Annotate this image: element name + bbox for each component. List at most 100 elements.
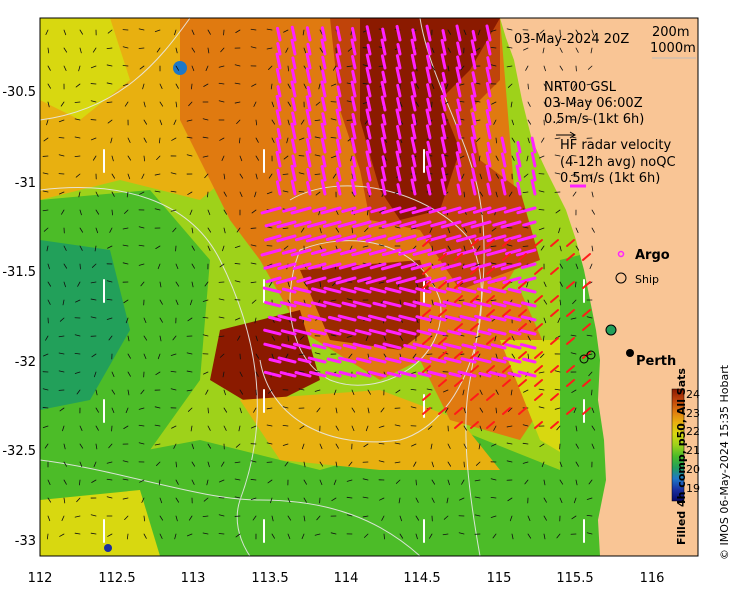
model-vector [76,389,81,395]
colorbar-tick: 19 [686,482,700,495]
hf-radar-vector [456,141,462,154]
model-vector [47,263,50,270]
hf-radar-vector [368,220,387,228]
hf-radar-vector [294,370,312,378]
model-vector [268,173,273,179]
model-vector [447,29,451,35]
model-vector [383,533,385,540]
model-vector [495,191,498,198]
model-vector [431,245,434,252]
model-vector [47,47,50,54]
hf-radar-vector [291,111,297,126]
model-vector [250,28,257,31]
hf-radar-vector [417,371,432,378]
y-tick-label: -31 [15,176,36,191]
model-vector [523,47,529,51]
hf-radar-vector [448,371,462,378]
model-vector [527,353,530,360]
model-vector [410,371,417,374]
hf-radar-vector [503,300,522,308]
gsl-vector [566,365,575,373]
model-vector [266,407,273,410]
hf-radar-vector [307,314,327,322]
hf-radar-vector [320,26,327,42]
model-vector [490,515,497,518]
model-vector [159,335,162,342]
model-vector [252,515,257,521]
gsl-vector [534,379,543,387]
hf-radar-vector [355,357,372,364]
model-vector [540,353,545,358]
hf-radar-vector [486,141,492,154]
gsl-vector [422,337,431,345]
model-vector [575,443,579,449]
hf-radar-vector [517,370,537,378]
model-vector [335,407,338,414]
hf-radar-vector [320,137,327,154]
model-vector [493,119,497,125]
model-vector [95,389,98,396]
hf-radar-vector [339,248,357,256]
model-vector [493,425,497,431]
model-vector [123,425,129,430]
model-vector [239,371,243,377]
model-vector [301,533,305,540]
model-vector [58,154,65,157]
hf-radar-vector [486,234,507,243]
model-vector [124,209,129,214]
model-vector [474,119,481,122]
gsl-vector [454,323,463,331]
hf-radar-vector [262,286,282,294]
model-vector [111,407,115,414]
hf-radar-vector [486,99,492,112]
model-vector [79,227,84,233]
model-vector [559,245,562,252]
model-vector [379,209,385,213]
model-vector [351,227,354,234]
model-vector [554,137,561,140]
hf-radar-vector [351,69,357,84]
model-vector [399,533,404,539]
credit-text: © IMOS 06-May-2024 15:35 Hobart [718,364,731,560]
model-vector [287,65,289,72]
model-vector [223,407,228,413]
model-vector [508,191,513,197]
hf-radar-vector [296,276,312,283]
model-vector [442,335,449,337]
model-vector [202,532,209,535]
gsl-vector [454,351,463,359]
model-vector [74,532,81,535]
model-vector [90,298,97,301]
model-vector [571,515,577,520]
model-vector [495,155,499,161]
hf-radar-vector [471,29,477,42]
hf-radar-vector [290,206,312,215]
model-vector [427,425,433,430]
model-vector [106,47,113,49]
model-vector [47,497,52,503]
model-vector [350,155,353,162]
model-vector [490,46,497,49]
hf-radar-vector [446,287,462,294]
model-vector [283,155,289,160]
model-vector [527,119,532,125]
model-vector [508,407,513,412]
hf-radar-vector [306,127,312,140]
gsl-vector [566,407,575,415]
model-vector [447,227,451,234]
model-vector [314,154,321,157]
model-vector [106,101,113,103]
model-vector [586,118,593,121]
model-vector [235,317,241,321]
model-vector [543,317,547,324]
model-vector [539,29,545,34]
model-vector [559,47,563,53]
hf-radar-vector [471,167,477,182]
hf-radar-vector [275,95,282,112]
hf-radar-vector [490,343,507,350]
model-vector [506,65,513,68]
model-vector [367,407,370,414]
hf-radar-vector [399,356,417,364]
hf-radar-vector [387,234,402,241]
model-vector [79,461,83,468]
